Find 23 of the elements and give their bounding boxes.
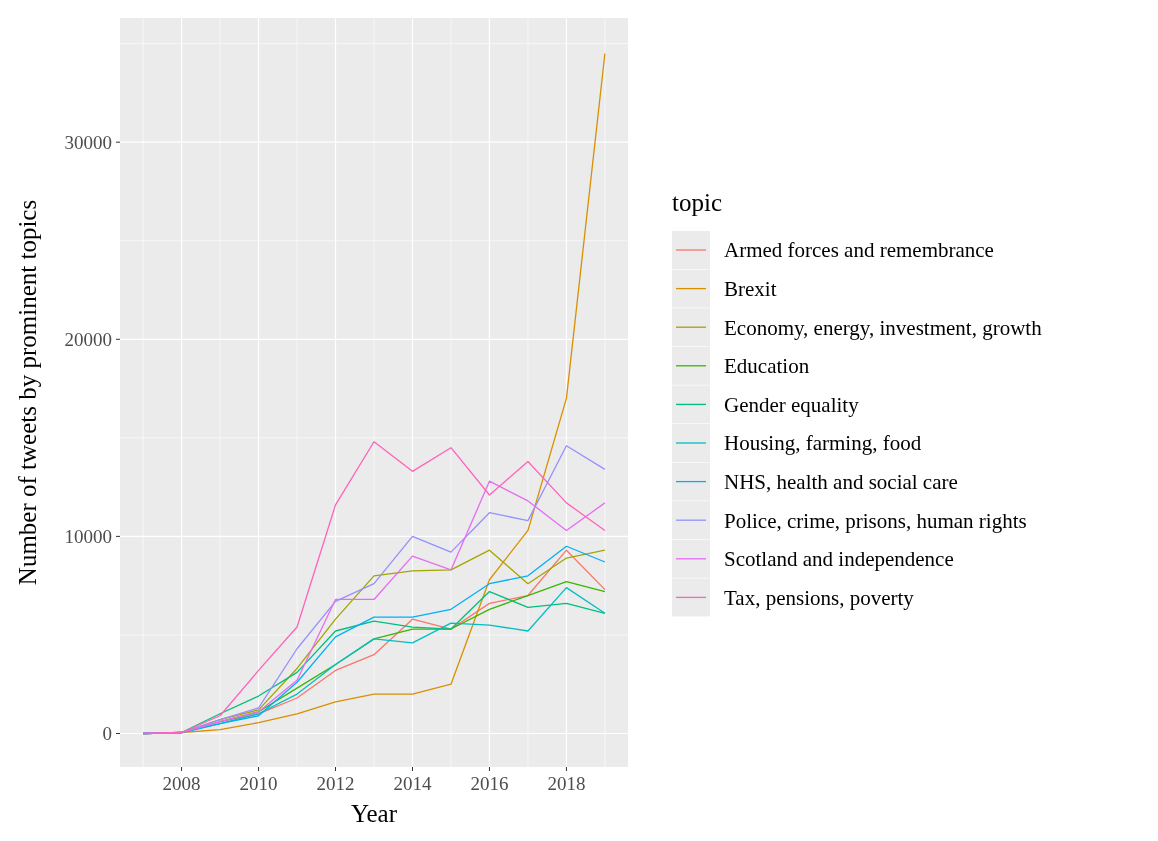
y-tick-label: 10000 xyxy=(64,526,112,548)
legend-label: Housing, farming, food xyxy=(724,431,922,456)
x-tick-label: 2018 xyxy=(547,773,586,794)
y-tick-label: 30000 xyxy=(64,131,112,153)
x-tick-label: 2012 xyxy=(316,773,355,794)
legend-title: topic xyxy=(672,189,722,216)
legend-label: Police, crime, prisons, human rights xyxy=(724,508,1027,533)
legend-label: Scotland and independence xyxy=(724,547,954,572)
legend-label: Gender equality xyxy=(724,392,860,417)
y-axis-title: Number of tweets by prominent topics xyxy=(14,199,41,586)
y-tick-label: 20000 xyxy=(64,328,112,350)
x-tick-label: 2008 xyxy=(162,773,201,794)
x-tick-label: 2010 xyxy=(239,773,278,794)
legend-label: Armed forces and remembrance xyxy=(724,238,994,263)
legend-label: Brexit xyxy=(724,276,777,301)
y-tick-label: 0 xyxy=(102,723,112,745)
legend-label: Tax, pensions, poverty xyxy=(724,585,915,610)
legend-label: Education xyxy=(724,354,810,379)
x-tick-label: 2014 xyxy=(393,773,432,794)
legend-label: NHS, health and social care xyxy=(724,469,958,494)
x-tick-label: 2016 xyxy=(470,773,509,794)
x-axis-title: Year xyxy=(350,800,398,827)
legend-label: Economy, energy, investment, growth xyxy=(724,315,1043,340)
